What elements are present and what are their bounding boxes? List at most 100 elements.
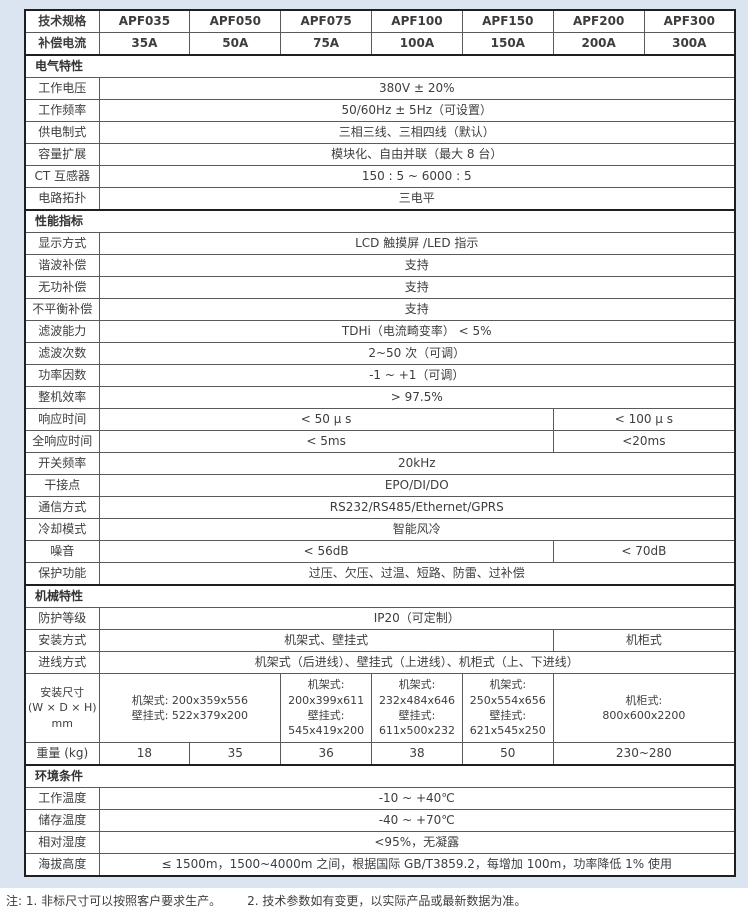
- table-row: 整机效率 > 97.5%: [24, 386, 736, 409]
- table-row: 显示方式 LCD 触摸屏 /LED 指示: [24, 232, 736, 255]
- spec-value-cell: <95%，无凝露: [98, 831, 736, 854]
- table-row: 技术规格 APF035 APF050 APF075 APF100 APF150 APF200…: [24, 9, 736, 33]
- spec-value-cell: 150 : 5 ~ 6000 : 5: [98, 165, 736, 188]
- section-row: 性能指标: [24, 209, 736, 233]
- spec-sheet-panel: 技术规格 APF035 APF050 APF075 APF100 APF150 APF200…: [0, 0, 748, 888]
- spec-value-cell: < 50 μ s: [98, 408, 554, 431]
- table-row: 电路拓扑 三电平: [24, 187, 736, 211]
- row-label: 相对湿度: [24, 831, 100, 854]
- row-label: 全响应时间: [24, 430, 100, 453]
- table-row: 通信方式 RS232/RS485/Ethernet/GPRS: [24, 496, 736, 519]
- spec-value-cell: 380V ± 20%: [98, 77, 736, 100]
- spec-value-cell: 50: [461, 742, 554, 766]
- row-label: 噪音: [24, 540, 100, 563]
- spec-value-cell: 机柜式: [552, 629, 736, 652]
- row-label: 电路拓扑: [24, 187, 100, 211]
- row-label: 技术规格: [24, 9, 100, 33]
- model-header-cell: APF300: [643, 9, 736, 33]
- footnote: 注: 1. 非标尺寸可以按照客户要求生产。 2. 技术参数如有变更，以实际产品或最…: [6, 892, 746, 909]
- footnote-item-1: 1. 非标尺寸可以按照客户要求生产。: [25, 894, 222, 908]
- table-row: 滤波能力 TDHi（电流畸变率） < 5%: [24, 320, 736, 343]
- spec-value-cell: 支持: [98, 254, 736, 277]
- row-label: 工作温度: [24, 787, 100, 810]
- table-row: 相对湿度 <95%，无凝露: [24, 831, 736, 854]
- section-title: 环境条件: [24, 764, 736, 788]
- spec-value-cell: 35: [189, 742, 282, 766]
- section-row: 环境条件: [24, 764, 736, 788]
- row-label: 功率因数: [24, 364, 100, 387]
- table-row: 无功补偿 支持: [24, 276, 736, 299]
- row-label: 供电制式: [24, 121, 100, 144]
- model-header-cell: 35A: [98, 32, 191, 56]
- table-row: 补偿电流 35A 50A 75A 100A 150A 200A 300A: [24, 32, 736, 56]
- spec-value-cell: < 70dB: [552, 540, 736, 563]
- row-label: 保护功能: [24, 562, 100, 586]
- table-row: 海拔高度 ≤ 1500m，1500~4000m 之间，根据国际 GB/T3859.…: [24, 853, 736, 877]
- spec-value-cell: 智能风冷: [98, 518, 736, 541]
- row-label: 重量 (kg): [24, 742, 100, 766]
- spec-value-cell: 支持: [98, 276, 736, 299]
- spec-value-cell: IP20（可定制）: [98, 607, 736, 630]
- model-header-cell: 100A: [371, 32, 463, 56]
- row-label: 海拔高度: [24, 853, 100, 877]
- table-row: 防护等级 IP20（可定制）: [24, 607, 736, 630]
- section-row: 机械特性: [24, 584, 736, 608]
- table-row: 冷却模式 智能风冷: [24, 518, 736, 541]
- row-label: 通信方式: [24, 496, 100, 519]
- row-label: 不平衡补偿: [24, 298, 100, 321]
- row-label: 工作电压: [24, 77, 100, 100]
- model-header-cell: 200A: [552, 32, 645, 56]
- table-row: 保护功能 过压、欠压、过温、短路、防雷、过补偿: [24, 562, 736, 586]
- row-label: 容量扩展: [24, 143, 100, 166]
- table-row: 全响应时间 < 5ms <20ms: [24, 430, 736, 453]
- spec-value-cell: 机柜式: 800x600x2200: [552, 673, 736, 743]
- model-header-cell: 75A: [280, 32, 373, 56]
- spec-value-cell: RS232/RS485/Ethernet/GPRS: [98, 496, 736, 519]
- model-header-cell: APF150: [461, 9, 554, 33]
- spec-value-cell: 三相三线、三相四线（默认）: [98, 121, 736, 144]
- table-row: 噪音 < 56dB < 70dB: [24, 540, 736, 563]
- spec-value-cell: LCD 触摸屏 /LED 指示: [98, 232, 736, 255]
- model-header-cell: APF200: [552, 9, 645, 33]
- table-row: 供电制式 三相三线、三相四线（默认）: [24, 121, 736, 144]
- table-row: 功率因数 -1 ~ +1（可调）: [24, 364, 736, 387]
- table-row: 容量扩展 模块化、自由并联（最大 8 台）: [24, 143, 736, 166]
- row-label: 防护等级: [24, 607, 100, 630]
- row-label: 工作频率: [24, 99, 100, 122]
- table-row: 工作温度 -10 ~ +40℃: [24, 787, 736, 810]
- spec-value-cell: 机架式: 232x484x646 壁挂式: 611x500x232: [371, 673, 463, 743]
- table-row: 重量 (kg) 18 35 36 38 50 230~280: [24, 742, 736, 766]
- table-row: 安装尺寸 (W × D × H) mm 机架式: 200x359x556 壁挂式:…: [24, 673, 736, 743]
- spec-value-cell: 2~50 次（可调）: [98, 342, 736, 365]
- spec-value-cell: 230~280: [552, 742, 736, 766]
- spec-value-cell: 三电平: [98, 187, 736, 211]
- row-label: 滤波次数: [24, 342, 100, 365]
- model-header-cell: 150A: [461, 32, 554, 56]
- table-row: 谐波补偿 支持: [24, 254, 736, 277]
- spec-value-cell: 支持: [98, 298, 736, 321]
- row-label: 安装尺寸 (W × D × H) mm: [24, 673, 100, 743]
- model-header-cell: APF100: [371, 9, 463, 33]
- spec-value-cell: -10 ~ +40℃: [98, 787, 736, 810]
- spec-value-cell: < 100 μ s: [552, 408, 736, 431]
- spec-table: 技术规格 APF035 APF050 APF075 APF100 APF150 APF200…: [24, 9, 736, 877]
- table-row: CT 互感器 150 : 5 ~ 6000 : 5: [24, 165, 736, 188]
- spec-value-cell: > 97.5%: [98, 386, 736, 409]
- spec-value-cell: 36: [280, 742, 373, 766]
- row-label: 进线方式: [24, 651, 100, 674]
- table-row: 干接点 EPO/DI/DO: [24, 474, 736, 497]
- spec-value-cell: < 5ms: [98, 430, 554, 453]
- row-label: CT 互感器: [24, 165, 100, 188]
- row-label: 开关频率: [24, 452, 100, 475]
- spec-value-cell: TDHi（电流畸变率） < 5%: [98, 320, 736, 343]
- table-row: 开关频率 20kHz: [24, 452, 736, 475]
- spec-value-cell: 38: [371, 742, 463, 766]
- row-label: 滤波能力: [24, 320, 100, 343]
- table-row: 不平衡补偿 支持: [24, 298, 736, 321]
- spec-value-cell: 机架式: 250x554x656 壁挂式: 621x545x250: [461, 673, 554, 743]
- model-header-cell: APF050: [189, 9, 282, 33]
- row-label: 安装方式: [24, 629, 100, 652]
- row-label: 干接点: [24, 474, 100, 497]
- row-label: 无功补偿: [24, 276, 100, 299]
- footnote-item-2: 2. 技术参数如有变更，以实际产品或最新数据为准。: [247, 894, 527, 908]
